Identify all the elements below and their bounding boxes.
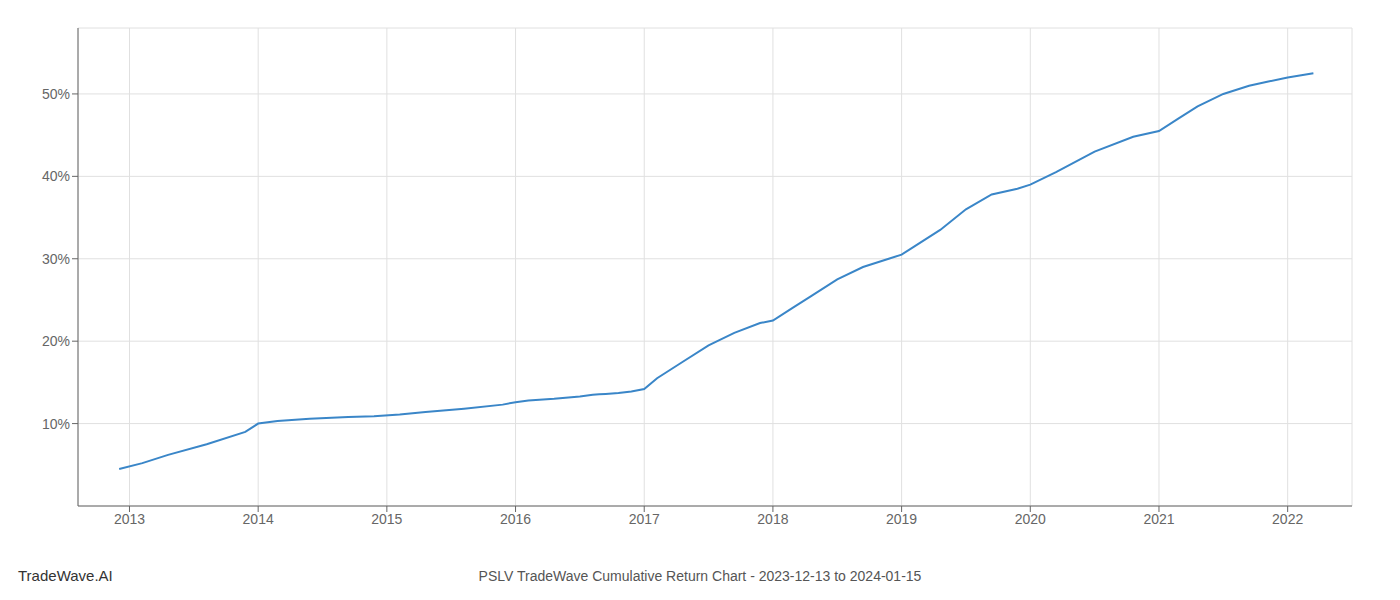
svg-text:2020: 2020 xyxy=(1015,511,1046,527)
svg-text:2022: 2022 xyxy=(1272,511,1303,527)
svg-text:2019: 2019 xyxy=(886,511,917,527)
svg-text:2018: 2018 xyxy=(757,511,788,527)
html-text:TradeWave.AI: TradeWave.AI xyxy=(18,567,113,584)
svg-text:10%: 10% xyxy=(42,416,70,432)
svg-text:20%: 20% xyxy=(42,333,70,349)
svg-text:40%: 40% xyxy=(42,168,70,184)
svg-text:2016: 2016 xyxy=(500,511,531,527)
svg-text:2014: 2014 xyxy=(243,511,274,527)
svg-text:30%: 30% xyxy=(42,251,70,267)
svg-text:50%: 50% xyxy=(42,86,70,102)
svg-text:2017: 2017 xyxy=(629,511,660,527)
html-text:PSLV TradeWave Cumulative Retu: PSLV TradeWave Cumulative Return Chart -… xyxy=(478,568,922,584)
svg-text:2021: 2021 xyxy=(1143,511,1174,527)
svg-text:2015: 2015 xyxy=(371,511,402,527)
svg-text:2013: 2013 xyxy=(114,511,145,527)
